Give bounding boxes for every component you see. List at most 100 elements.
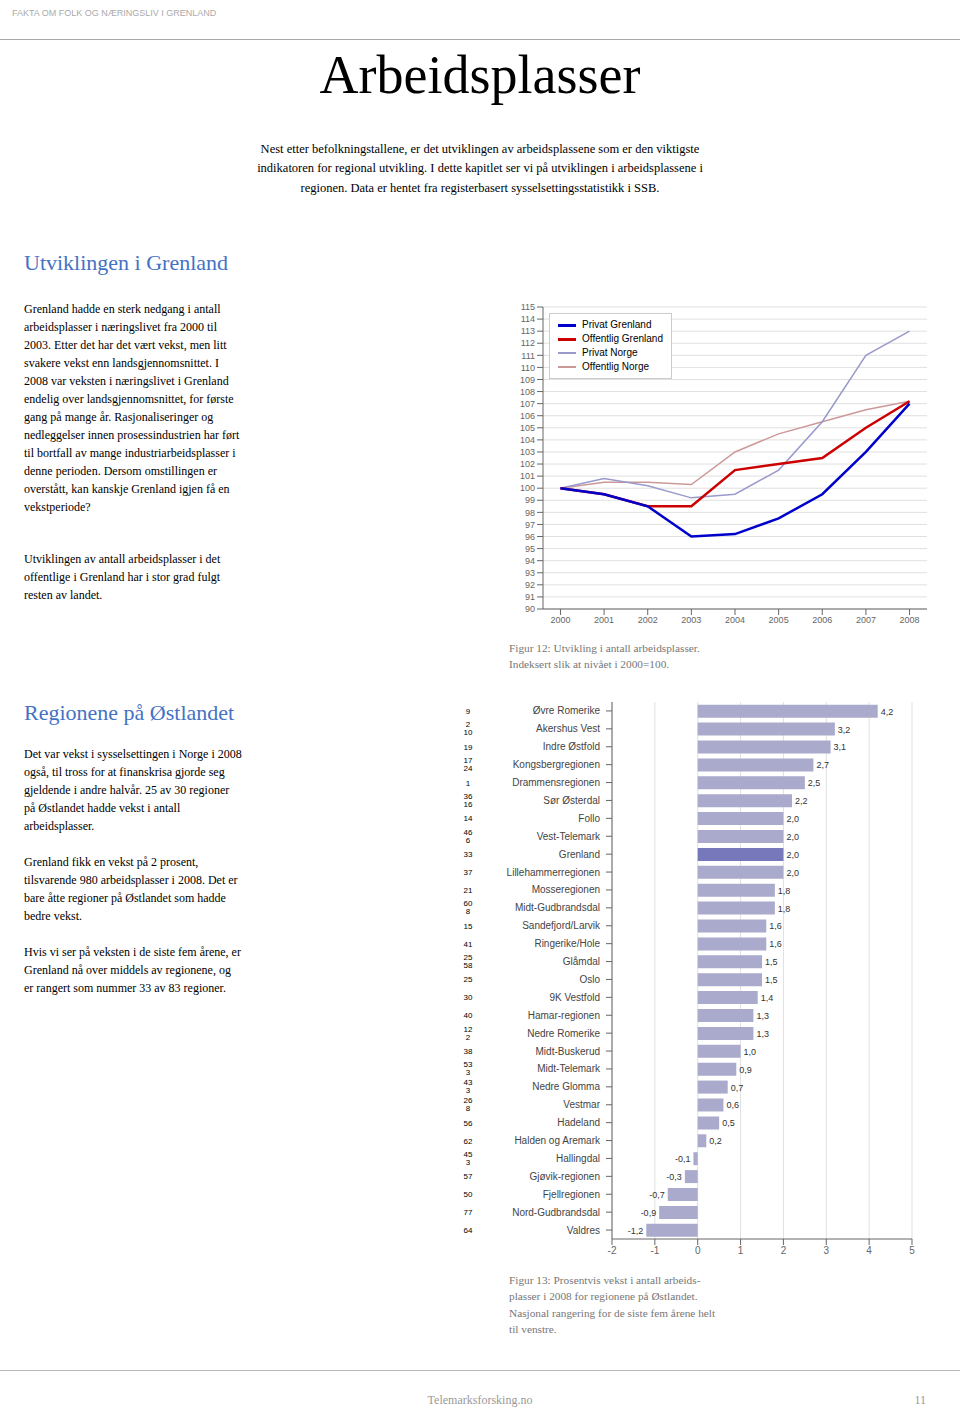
- svg-text:95: 95: [525, 544, 535, 554]
- svg-text:9: 9: [466, 707, 471, 716]
- svg-text:106: 106: [520, 411, 535, 421]
- svg-text:96: 96: [525, 532, 535, 542]
- svg-text:97: 97: [525, 520, 535, 530]
- svg-text:103: 103: [520, 447, 535, 457]
- svg-text:92: 92: [525, 580, 535, 590]
- svg-text:110: 110: [521, 363, 535, 373]
- svg-text:Glåmdal: Glåmdal: [563, 956, 600, 967]
- svg-text:Nedre Glomma: Nedre Glomma: [532, 1081, 600, 1092]
- svg-text:466: 466: [464, 828, 473, 845]
- svg-text:Grenland: Grenland: [559, 849, 600, 860]
- svg-text:101: 101: [520, 471, 535, 481]
- svg-text:Fjellregionen: Fjellregionen: [543, 1189, 600, 1200]
- svg-text:1,6: 1,6: [769, 939, 782, 949]
- svg-text:107: 107: [520, 399, 535, 409]
- svg-text:Drammensregionen: Drammensregionen: [512, 777, 600, 788]
- svg-text:2,0: 2,0: [786, 868, 799, 878]
- svg-text:Valdres: Valdres: [567, 1225, 600, 1236]
- svg-text:Midt-Gudbrandsdal: Midt-Gudbrandsdal: [515, 902, 600, 913]
- svg-text:93: 93: [525, 568, 535, 578]
- svg-text:Gjøvik-regionen: Gjøvik-regionen: [529, 1171, 600, 1182]
- svg-text:2,7: 2,7: [816, 760, 829, 770]
- svg-text:1,6: 1,6: [769, 921, 782, 931]
- svg-text:2: 2: [781, 1245, 787, 1256]
- svg-text:1: 1: [738, 1245, 744, 1256]
- svg-text:Vestmar: Vestmar: [563, 1099, 600, 1110]
- svg-text:2,2: 2,2: [795, 796, 808, 806]
- svg-text:0,6: 0,6: [726, 1100, 739, 1110]
- svg-text:2006: 2006: [812, 615, 832, 625]
- svg-text:56: 56: [464, 1119, 473, 1128]
- svg-text:1,4: 1,4: [761, 993, 774, 1003]
- svg-text:15: 15: [464, 922, 473, 931]
- svg-text:608: 608: [464, 899, 473, 916]
- svg-text:57: 57: [464, 1172, 473, 1181]
- svg-text:0,2: 0,2: [709, 1136, 722, 1146]
- svg-text:2001: 2001: [594, 615, 614, 625]
- svg-text:2005: 2005: [769, 615, 789, 625]
- svg-text:Nord-Gudbrandsdal: Nord-Gudbrandsdal: [512, 1207, 600, 1218]
- svg-text:114: 114: [521, 314, 535, 324]
- svg-text:2008: 2008: [900, 615, 920, 625]
- svg-text:Sandefjord/Larvik: Sandefjord/Larvik: [522, 920, 601, 931]
- svg-text:2,0: 2,0: [786, 832, 799, 842]
- svg-text:Midt-Telemark: Midt-Telemark: [537, 1063, 601, 1074]
- svg-text:Hamar-regionen: Hamar-regionen: [528, 1010, 600, 1021]
- svg-text:Indre Østfold: Indre Østfold: [543, 741, 600, 752]
- svg-text:77: 77: [464, 1208, 473, 1217]
- svg-text:3: 3: [824, 1245, 830, 1256]
- svg-text:533: 533: [464, 1060, 473, 1077]
- svg-text:2003: 2003: [681, 615, 701, 625]
- svg-text:0,5: 0,5: [722, 1118, 735, 1128]
- svg-text:64: 64: [464, 1226, 473, 1235]
- svg-text:41: 41: [464, 940, 473, 949]
- svg-text:30: 30: [464, 993, 473, 1002]
- svg-text:19: 19: [464, 743, 473, 752]
- svg-text:-0,7: -0,7: [649, 1190, 665, 1200]
- svg-text:Midt-Buskerud: Midt-Buskerud: [536, 1046, 600, 1057]
- svg-text:115: 115: [521, 302, 535, 312]
- svg-text:1724: 1724: [464, 756, 473, 773]
- svg-text:38: 38: [464, 1047, 473, 1056]
- svg-text:0,9: 0,9: [739, 1065, 752, 1075]
- svg-text:21: 21: [464, 886, 473, 895]
- svg-text:1,8: 1,8: [778, 886, 791, 896]
- svg-text:Lillehammerregionen: Lillehammerregionen: [507, 867, 600, 878]
- svg-text:1,0: 1,0: [744, 1047, 757, 1057]
- svg-text:2,0: 2,0: [786, 814, 799, 824]
- svg-text:62: 62: [464, 1137, 473, 1146]
- svg-text:2004: 2004: [725, 615, 745, 625]
- svg-text:14: 14: [464, 814, 473, 823]
- svg-text:0: 0: [695, 1245, 701, 1256]
- svg-text:1,5: 1,5: [765, 957, 778, 967]
- svg-text:2007: 2007: [856, 615, 876, 625]
- svg-text:Akershus Vest: Akershus Vest: [536, 723, 600, 734]
- svg-text:268: 268: [464, 1096, 473, 1113]
- svg-text:Mosseregionen: Mosseregionen: [532, 884, 600, 895]
- svg-text:1,8: 1,8: [778, 904, 791, 914]
- svg-text:94: 94: [525, 556, 535, 566]
- svg-text:-0,3: -0,3: [666, 1172, 682, 1182]
- svg-text:Follo: Follo: [578, 813, 600, 824]
- svg-text:100: 100: [520, 483, 535, 493]
- svg-text:2002: 2002: [638, 615, 658, 625]
- svg-text:Øvre Romerike: Øvre Romerike: [533, 705, 601, 716]
- svg-text:37: 37: [464, 868, 473, 877]
- svg-text:90: 90: [525, 604, 535, 614]
- svg-text:Hallingdal: Hallingdal: [556, 1153, 600, 1164]
- svg-text:5: 5: [909, 1245, 915, 1256]
- svg-text:113: 113: [521, 326, 535, 336]
- svg-text:105: 105: [520, 423, 535, 433]
- svg-text:4,2: 4,2: [881, 707, 894, 717]
- svg-text:433: 433: [464, 1078, 473, 1095]
- svg-text:2558: 2558: [464, 953, 473, 970]
- svg-text:111: 111: [521, 351, 535, 361]
- svg-text:-1: -1: [650, 1245, 659, 1256]
- svg-text:109: 109: [520, 375, 535, 385]
- svg-text:Oslo: Oslo: [579, 974, 600, 985]
- svg-text:2,5: 2,5: [808, 778, 821, 788]
- svg-text:91: 91: [525, 592, 535, 602]
- svg-text:102: 102: [520, 459, 535, 469]
- svg-text:25: 25: [464, 975, 473, 984]
- svg-text:Ringerike/Hole: Ringerike/Hole: [534, 938, 600, 949]
